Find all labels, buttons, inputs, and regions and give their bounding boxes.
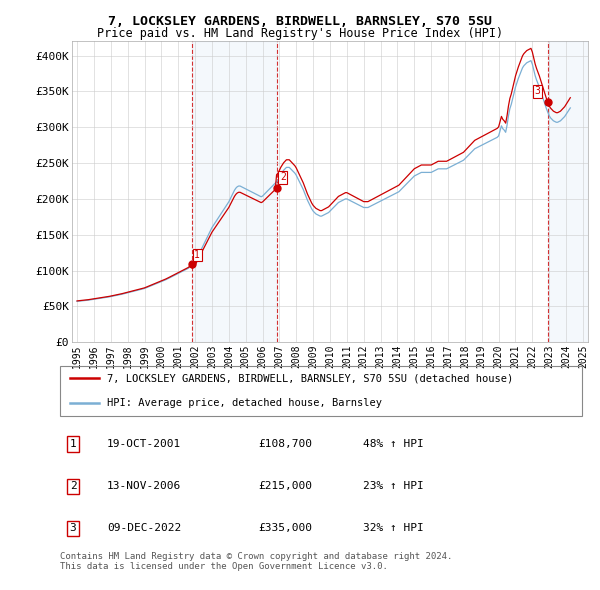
Text: HPI: Average price, detached house, Barnsley: HPI: Average price, detached house, Barn… xyxy=(107,398,382,408)
Bar xyxy=(192,41,277,342)
Text: Contains HM Land Registry data © Crown copyright and database right 2024.
This d: Contains HM Land Registry data © Crown c… xyxy=(60,552,452,571)
Text: 13-NOV-2006: 13-NOV-2006 xyxy=(107,481,181,491)
Text: 2: 2 xyxy=(70,481,76,491)
Text: 09-DEC-2022: 09-DEC-2022 xyxy=(107,523,181,533)
Text: 3: 3 xyxy=(70,523,76,533)
Text: 1: 1 xyxy=(70,439,76,449)
Text: 32% ↑ HPI: 32% ↑ HPI xyxy=(363,523,424,533)
Text: 3: 3 xyxy=(535,87,541,97)
Text: 19-OCT-2001: 19-OCT-2001 xyxy=(107,439,181,449)
Text: 7, LOCKSLEY GARDENS, BIRDWELL, BARNSLEY, S70 5SU (detached house): 7, LOCKSLEY GARDENS, BIRDWELL, BARNSLEY,… xyxy=(107,373,513,384)
Text: 7, LOCKSLEY GARDENS, BIRDWELL, BARNSLEY, S70 5SU: 7, LOCKSLEY GARDENS, BIRDWELL, BARNSLEY,… xyxy=(108,15,492,28)
Text: 48% ↑ HPI: 48% ↑ HPI xyxy=(363,439,424,449)
Text: Price paid vs. HM Land Registry's House Price Index (HPI): Price paid vs. HM Land Registry's House … xyxy=(97,27,503,40)
Text: £108,700: £108,700 xyxy=(259,439,313,449)
Text: £335,000: £335,000 xyxy=(259,523,313,533)
Text: 2: 2 xyxy=(280,172,286,182)
Text: 1: 1 xyxy=(194,250,200,260)
Text: 23% ↑ HPI: 23% ↑ HPI xyxy=(363,481,424,491)
Text: £215,000: £215,000 xyxy=(259,481,313,491)
Bar xyxy=(548,41,588,342)
